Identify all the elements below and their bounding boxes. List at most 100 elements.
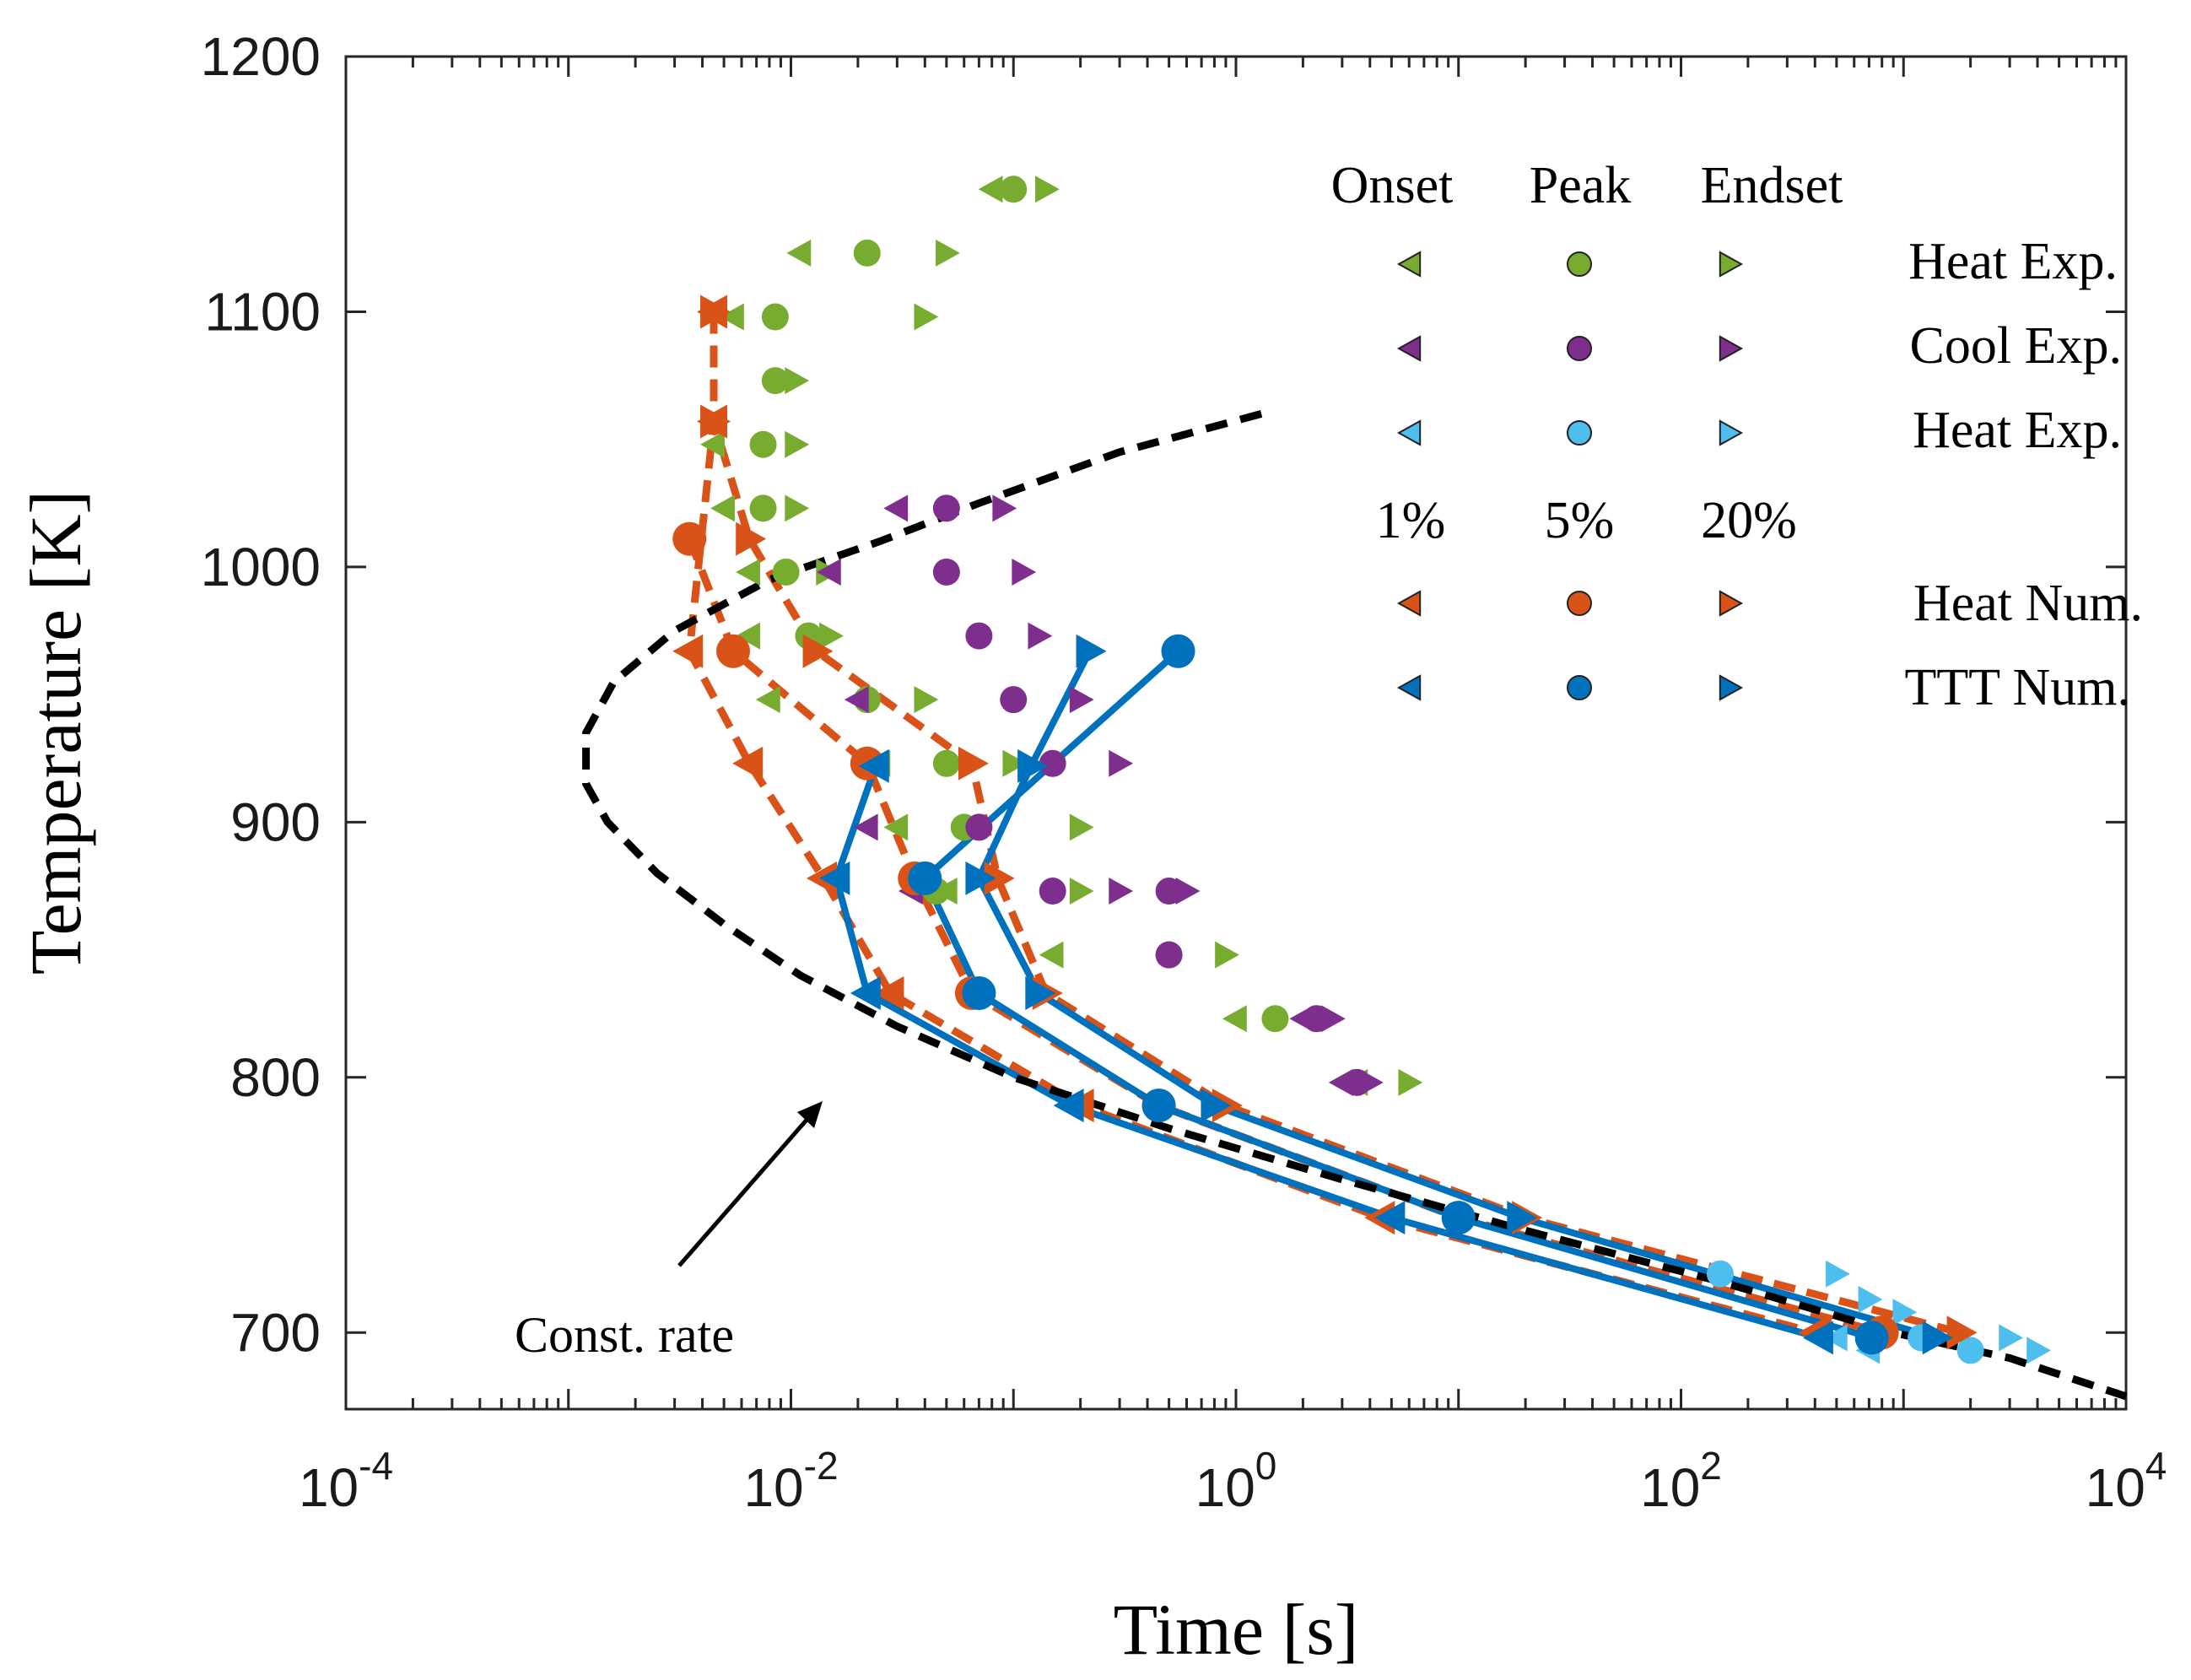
data-point-peak xyxy=(1161,634,1195,668)
x-tick-label: 104 xyxy=(2086,1444,2167,1518)
data-point-onset xyxy=(755,686,780,714)
data-point-onset xyxy=(672,634,704,668)
x-tick-label: 102 xyxy=(1640,1444,1722,1518)
legend-marker-onset xyxy=(1396,419,1422,446)
data-point-endset xyxy=(2026,1337,2052,1364)
data-point-endset xyxy=(700,294,731,329)
axis-ticks xyxy=(344,55,2126,1409)
data-point-endset xyxy=(700,404,731,439)
data-point-peak xyxy=(965,813,993,841)
tick-labels: 10-4 10-2 100 102 104 700 800 900 1000 1100 1200 xyxy=(201,26,2167,1518)
data-point-onset xyxy=(1374,1201,1406,1235)
legend-header-onset: Onset xyxy=(1331,157,1454,214)
legend-label-heat-num: Heat Num. xyxy=(1913,575,2143,632)
data-point-onset xyxy=(883,494,909,522)
legend-marker-onset xyxy=(1396,590,1422,617)
data-point-endset xyxy=(1025,976,1056,1011)
data-point-peak xyxy=(716,634,751,668)
data-point-endset xyxy=(1215,941,1239,969)
data-point-endset xyxy=(992,494,1017,522)
ttt-num-peak-line xyxy=(920,648,1873,1342)
data-point-endset xyxy=(1002,749,1028,777)
data-point-endset xyxy=(1358,1068,1384,1096)
data-point-endset xyxy=(1109,749,1134,777)
data-point-peak xyxy=(1000,176,1028,203)
data-point-endset xyxy=(1012,558,1037,586)
data-point-endset xyxy=(1946,1315,1978,1350)
legend-marker-endset xyxy=(1719,251,1744,278)
data-point-peak xyxy=(1956,1337,1984,1364)
legend-label-ttt-num: TTT Num. xyxy=(1905,659,2131,716)
data-point-endset xyxy=(1109,878,1134,905)
data-point-endset xyxy=(1892,1299,1918,1326)
legend-label-cool-exp: Cool Exp. xyxy=(1910,317,2122,375)
legend-header-1pct: 1% xyxy=(1376,492,1446,549)
legend-marker-onset xyxy=(1396,674,1422,701)
data-point-endset xyxy=(984,861,1015,895)
data-point-peak xyxy=(932,558,960,586)
const-rate-annotation: Const. rate xyxy=(515,1101,823,1363)
data-point-onset xyxy=(883,813,909,841)
data-point-peak xyxy=(1039,749,1066,777)
data-point-endset xyxy=(914,686,939,714)
data-point-peak xyxy=(853,239,881,267)
legend-header-peak: Peak xyxy=(1530,157,1632,214)
data-point-peak xyxy=(908,861,942,895)
legend-marker-endset xyxy=(1719,674,1744,701)
legend-marker-endset xyxy=(1719,590,1744,617)
x-tick-label: 10-2 xyxy=(743,1444,838,1518)
legend-marker-peak xyxy=(1567,420,1592,446)
data-point-peak xyxy=(962,976,996,1011)
data-point-endset xyxy=(1999,1324,2024,1352)
data-point-endset xyxy=(965,861,996,895)
data-point-endset xyxy=(936,239,960,267)
data-point-onset xyxy=(732,746,764,781)
data-point-peak xyxy=(761,303,789,331)
legend-label-heat-exp: Heat Exp. xyxy=(1908,233,2118,290)
data-point-onset xyxy=(873,976,904,1011)
data-point-onset xyxy=(816,558,841,586)
data-point-endset xyxy=(1034,176,1060,203)
data-point-peak xyxy=(932,494,960,522)
y-axis-title: Temperature [K] xyxy=(15,490,96,975)
data-point-onset xyxy=(1822,1324,1848,1352)
data-point-endset xyxy=(785,367,810,395)
legend-header-20pct: 20% xyxy=(1701,492,1797,549)
data-point-endset xyxy=(958,746,989,781)
legend-marker-peak xyxy=(1567,675,1592,700)
legend-markers xyxy=(1396,251,1744,701)
legend-header-endset: Endset xyxy=(1701,157,1843,214)
y-tick-label: 700 xyxy=(230,1302,321,1363)
annotation-arrow-head xyxy=(797,1101,823,1128)
data-point-endset xyxy=(1398,1068,1423,1096)
data-point-peak xyxy=(1141,1088,1176,1123)
data-point-peak xyxy=(1039,878,1066,905)
data-point-peak xyxy=(1155,878,1183,905)
data-point-peak xyxy=(932,749,960,777)
markers xyxy=(672,176,2052,1364)
data-point-onset xyxy=(819,861,850,895)
data-point-endset xyxy=(1017,748,1049,783)
x-tick-label: 100 xyxy=(1195,1444,1277,1518)
data-point-endset xyxy=(1069,686,1094,714)
legend-marker-peak xyxy=(1567,591,1592,616)
data-point-onset xyxy=(858,748,889,783)
legend-marker-onset xyxy=(1396,251,1422,278)
legend: Onset Peak Endset 1% 5% 20% Heat Exp. Co… xyxy=(1331,157,2143,716)
data-point-onset xyxy=(1039,941,1064,969)
plot-area xyxy=(344,55,2128,1411)
data-point-onset xyxy=(844,686,869,714)
legend-marker-onset xyxy=(1396,335,1422,362)
data-point-onset xyxy=(700,430,725,458)
data-point-peak xyxy=(1000,686,1028,714)
y-tick-label: 1000 xyxy=(201,537,321,597)
annotation-text: Const. rate xyxy=(515,1307,734,1363)
data-point-endset xyxy=(1320,1005,1346,1033)
y-tick-label: 800 xyxy=(230,1047,321,1108)
legend-marker-endset xyxy=(1719,419,1744,446)
data-point-endset xyxy=(736,521,767,556)
data-point-onset xyxy=(786,239,812,267)
legend-header-5pct: 5% xyxy=(1545,492,1615,549)
data-point-onset xyxy=(1802,1321,1833,1355)
